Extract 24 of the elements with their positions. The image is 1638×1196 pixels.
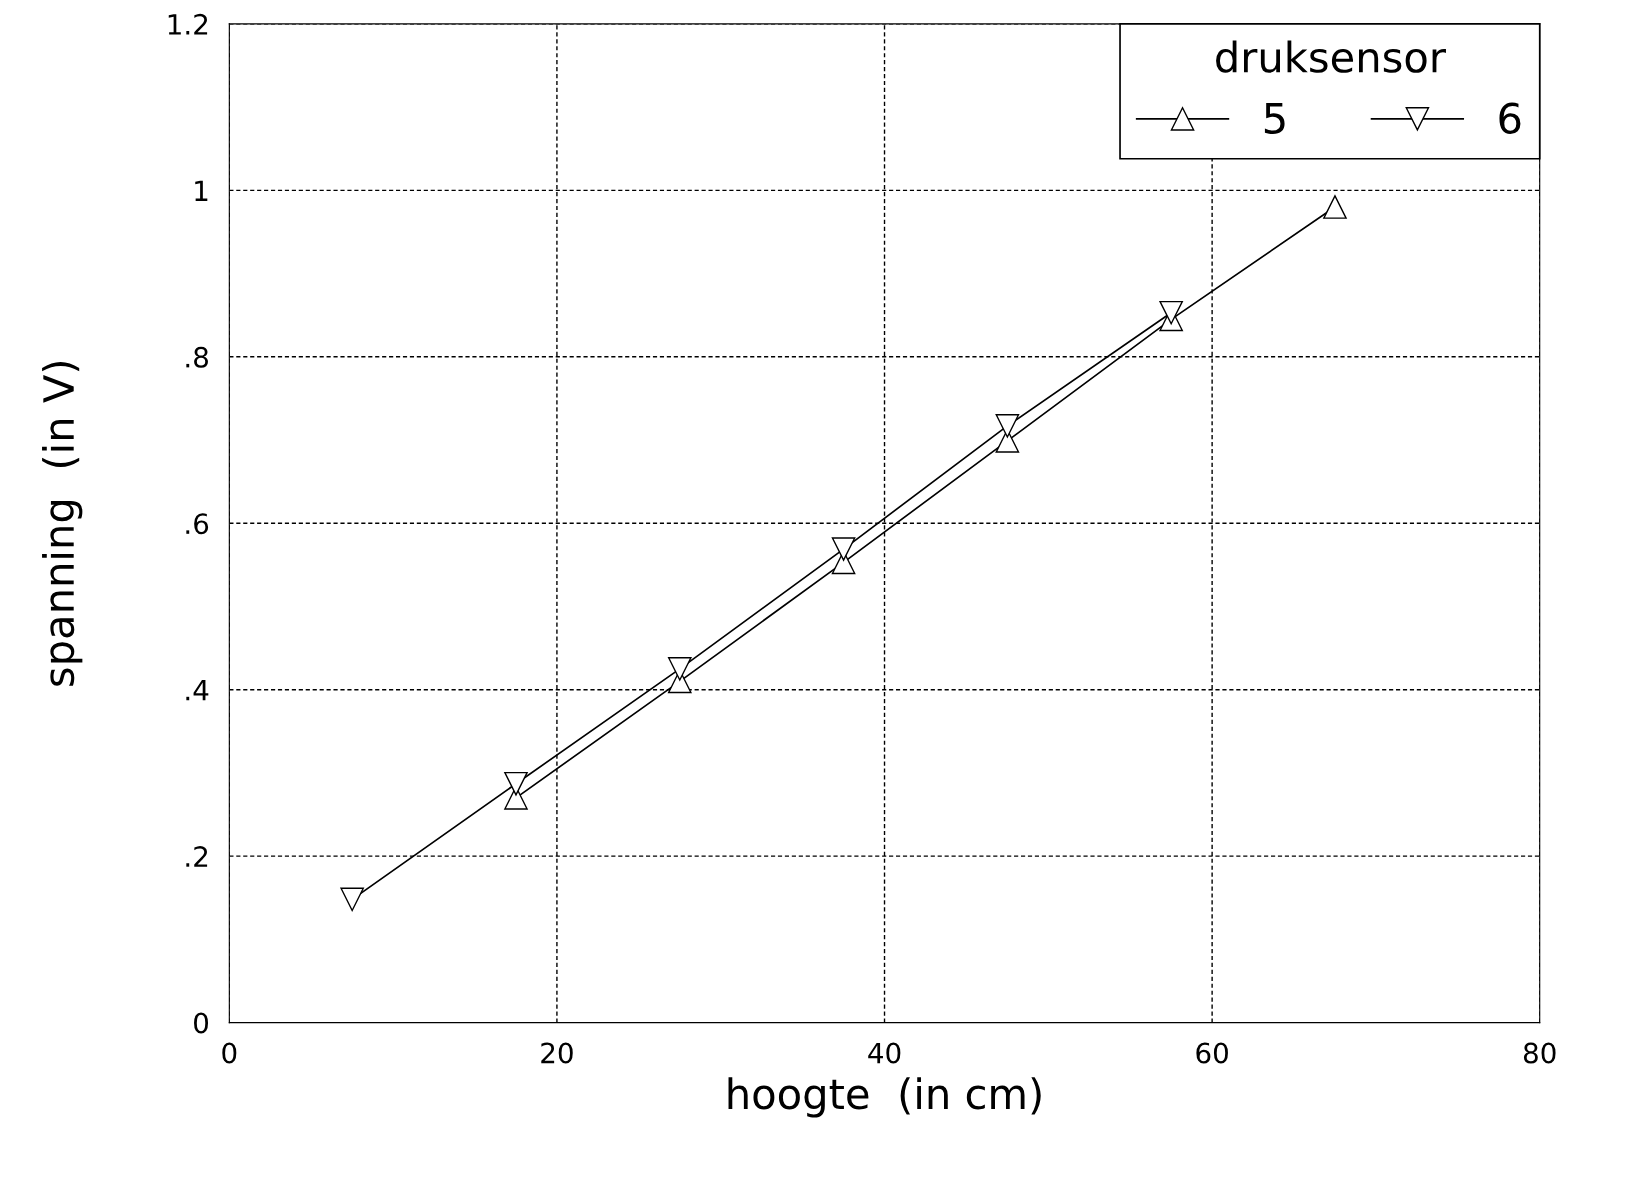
point xyxy=(340,887,364,912)
point xyxy=(667,657,692,681)
x-tick-label: 60 xyxy=(1196,1042,1228,1064)
y-tick-label: .8 xyxy=(186,346,208,368)
point xyxy=(1159,300,1183,325)
legend-label: 6 xyxy=(1499,102,1521,134)
y-tick-label: 1.2 xyxy=(168,13,208,35)
point xyxy=(1323,195,1347,219)
point xyxy=(504,771,528,796)
legend-label: 5 xyxy=(1264,103,1285,134)
y-tick-label: 1 xyxy=(195,180,208,201)
x-tick-label: 20 xyxy=(541,1042,573,1064)
x-tick-label: 0 xyxy=(222,1042,237,1064)
x-tick-label: 80 xyxy=(1523,1042,1556,1064)
y-tick-label: .4 xyxy=(186,679,209,701)
legend-title: druksensor xyxy=(1216,40,1446,73)
y-tick-label: .6 xyxy=(186,513,209,535)
point xyxy=(831,537,856,561)
y-axis-title: spanning (in V) xyxy=(42,361,83,686)
y-tick-label: 0 xyxy=(194,1012,209,1034)
x-tick-label: 40 xyxy=(868,1042,901,1064)
y-tick-label: .2 xyxy=(186,846,208,867)
point xyxy=(995,414,1020,438)
x-axis-title: hoogte (in cm) xyxy=(728,1077,1041,1118)
